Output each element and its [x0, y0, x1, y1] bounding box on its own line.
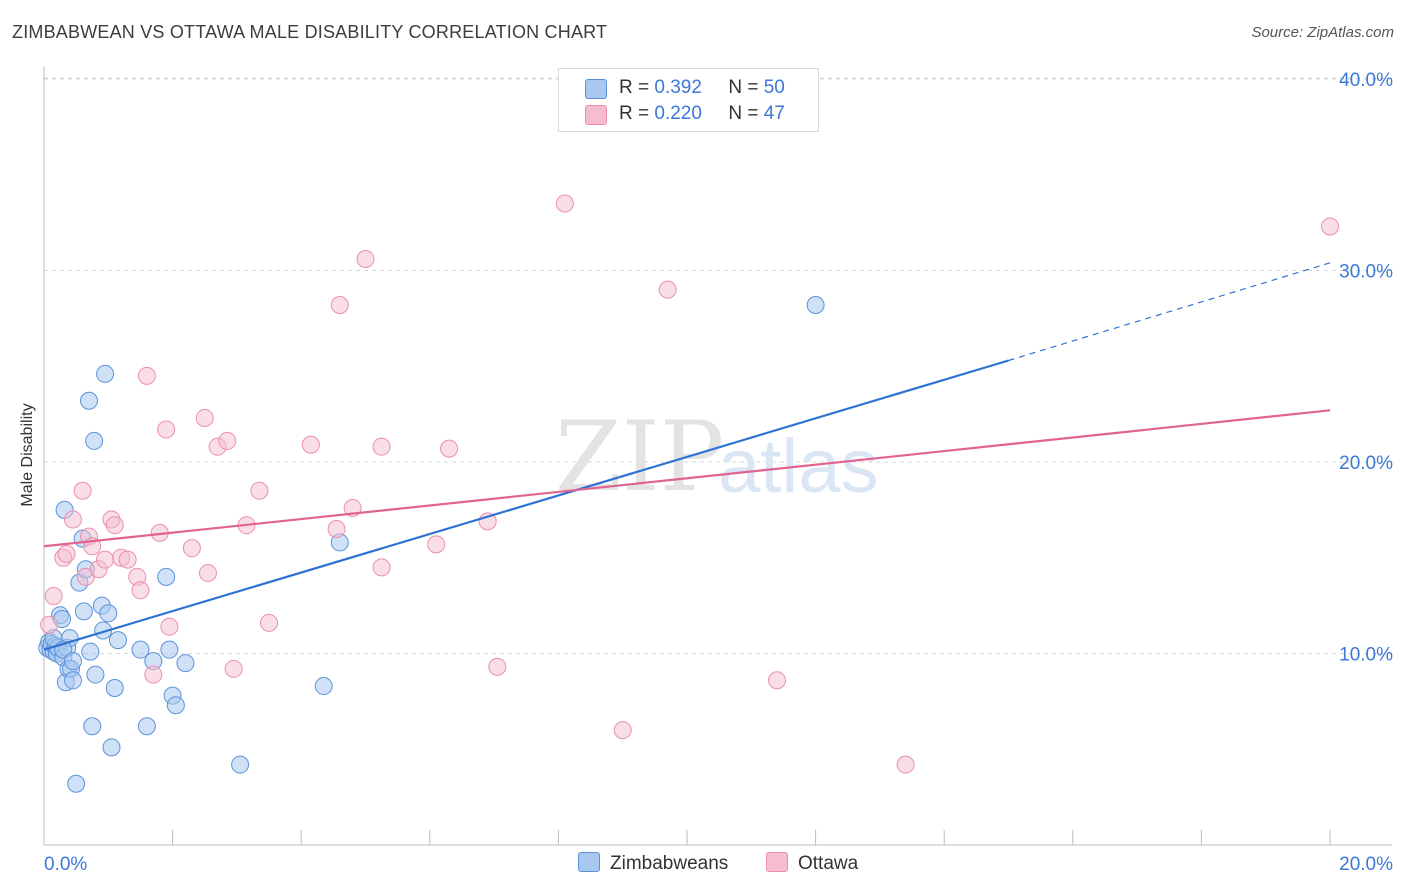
r-label: R = [619, 77, 650, 98]
ottawa-point [182, 539, 201, 558]
r-label: R = [619, 103, 650, 124]
ottawa-point [372, 437, 391, 456]
r-value: 0.392 [654, 77, 702, 98]
zimbabweans-point [314, 677, 333, 696]
ottawa-point [218, 431, 237, 450]
zimbabweans-point [806, 295, 825, 314]
n-value: 50 [763, 77, 785, 98]
zimbabweans-point [86, 665, 105, 684]
ottawa-points [40, 194, 1339, 774]
n-label: N = [728, 77, 759, 98]
ottawa-point [118, 550, 137, 569]
pink-swatch [585, 105, 607, 125]
legend-label-zimbabweans: Zimbabweans [610, 853, 729, 874]
r-value: 0.220 [654, 103, 702, 124]
legend-label-ottawa: Ottawa [798, 853, 859, 874]
ottawa-point [40, 615, 59, 634]
axes [43, 66, 1392, 846]
ottawa-point [613, 721, 632, 740]
zimbabweans-point [96, 364, 115, 383]
x-tick-label: 0.0% [44, 854, 87, 875]
y-tick-label: 40.0% [1339, 70, 1393, 91]
blue-swatch [578, 852, 600, 872]
zimbabweans-point [99, 604, 118, 623]
tick-labels: 10.0% 20.0% 30.0% 40.0% 0.0% 20.0% [44, 70, 1393, 875]
ottawa-point [44, 587, 63, 606]
ottawa-point [301, 435, 320, 454]
ottawa-point [330, 295, 349, 314]
zimbabweans-point [83, 717, 102, 736]
zimbabweans-point [102, 738, 121, 757]
zimbabweans-point [157, 567, 176, 586]
watermark-zip: ZIP [555, 401, 724, 513]
ottawa-point [658, 280, 677, 299]
ottawa-point [488, 657, 507, 676]
legend-item-zimbabweans: Zimbabweans [578, 852, 728, 875]
ottawa-point [160, 617, 179, 636]
ottawa-point [57, 544, 76, 563]
ottawa-point [440, 439, 459, 458]
pink-swatch [766, 852, 788, 872]
y-tick-label: 30.0% [1339, 262, 1393, 283]
zimbabweans-point [105, 678, 124, 697]
ottawa-point [198, 564, 217, 583]
zimbabweans-trend-line [43, 359, 1009, 651]
zimbabweans-point [108, 631, 127, 650]
zimbabweans-point [160, 640, 179, 659]
zimbabweans-point [74, 602, 93, 621]
legend-item-ottawa: Ottawa [766, 852, 858, 875]
blue-swatch [585, 79, 607, 99]
y-tick-label: 10.0% [1339, 645, 1393, 666]
zimbabweans-point [231, 755, 250, 774]
ottawa-point [157, 420, 176, 439]
zimbabweans-point [131, 640, 150, 659]
zimbabweans-point [63, 671, 82, 690]
y-axis-label: Male Disability [19, 403, 36, 507]
ottawa-point [768, 671, 787, 690]
zimbabweans-trend-extension [1008, 262, 1331, 362]
ottawa-point [427, 535, 446, 554]
gridlines [44, 77, 1392, 654]
zimbabweans-point [137, 717, 156, 736]
ottawa-point [63, 510, 82, 529]
ottawa-point [195, 408, 214, 427]
ottawa-point [137, 366, 156, 385]
ottawa-point [96, 550, 115, 569]
zimbabweans-point [67, 774, 86, 793]
ottawa-point [1321, 217, 1339, 236]
zimbabweans-point [176, 654, 195, 673]
trend-lines [43, 262, 1331, 651]
ottawa-point [73, 481, 92, 500]
ottawa-point [372, 558, 391, 577]
zimbabweans-point [166, 696, 185, 715]
ottawa-trend-line [43, 409, 1331, 548]
zimbabweans-point [80, 391, 99, 410]
ottawa-point [896, 755, 915, 774]
y-tick-label: 20.0% [1339, 453, 1393, 474]
n-label: N = [728, 103, 759, 124]
ottawa-point [327, 520, 346, 539]
ottawa-point [131, 581, 150, 600]
ottawa-point [356, 250, 375, 269]
n-value: 47 [763, 103, 785, 124]
zimbabweans-point [81, 642, 100, 661]
chart-title: ZIMBABWEAN VS OTTAWA MALE DISABILITY COR… [12, 22, 608, 42]
correlation-legend: R = 0.392 N = 50 R = 0.220 N = 47 [558, 68, 819, 132]
ottawa-point [250, 481, 269, 500]
source-label: Source: ZipAtlas.com [1251, 24, 1394, 41]
ottawa-point [555, 194, 574, 213]
ottawa-point [105, 516, 124, 535]
zimbabweans-point [85, 431, 104, 450]
x-tick-label: 20.0% [1339, 854, 1393, 875]
ottawa-point [224, 659, 243, 678]
zimbabweans-point [63, 652, 82, 671]
ottawa-point [144, 665, 163, 684]
ottawa-point [260, 613, 279, 632]
